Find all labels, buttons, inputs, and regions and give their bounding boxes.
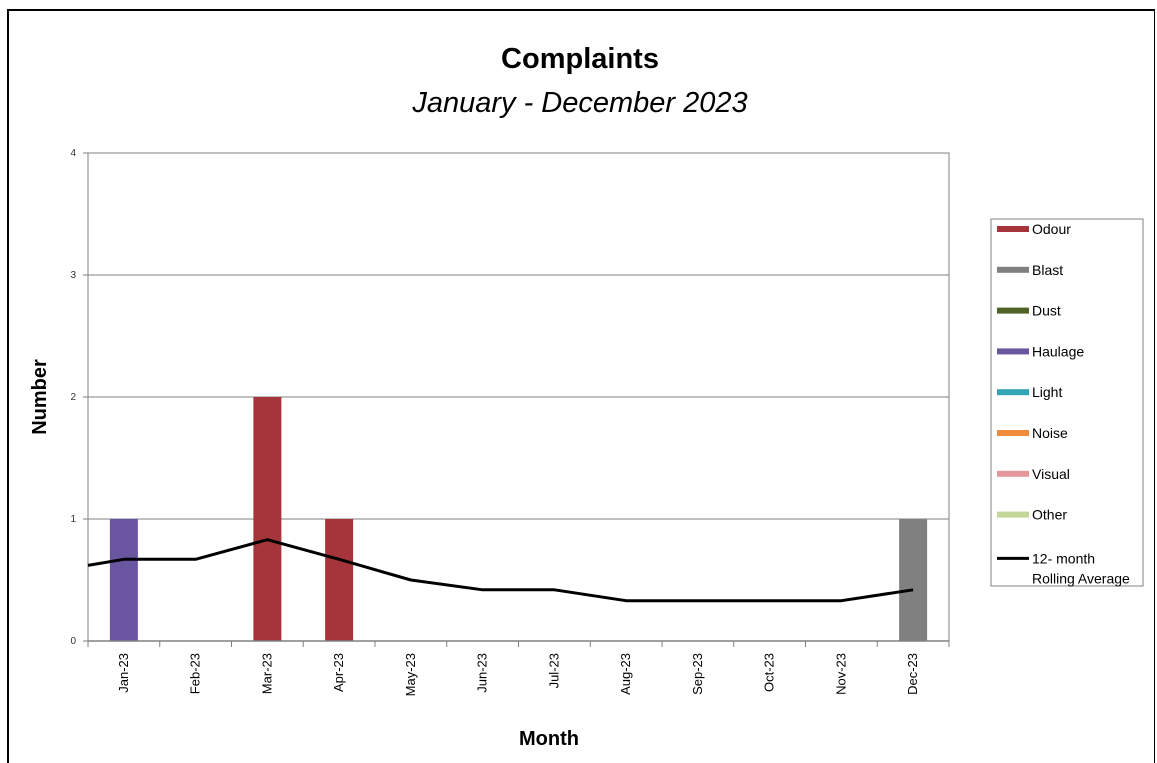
x-tick-label: Oct-23 bbox=[762, 653, 777, 692]
bar-haulage bbox=[109, 519, 138, 641]
y-tick-label: 4 bbox=[70, 148, 76, 159]
legend-label-rolling-average: 12- month bbox=[1032, 550, 1095, 566]
legend-swatch-light bbox=[997, 389, 1029, 396]
y-tick-label: 0 bbox=[70, 636, 76, 647]
x-tick-label: Feb-23 bbox=[188, 653, 203, 694]
y-tick-label: 3 bbox=[70, 270, 76, 281]
x-tick-label: Nov-23 bbox=[833, 653, 848, 695]
legend-swatch-other bbox=[997, 511, 1029, 518]
legend-box bbox=[990, 218, 1144, 587]
legend-swatch-dust bbox=[997, 307, 1029, 314]
gridlines bbox=[88, 274, 949, 520]
legend-swatch-haulage bbox=[997, 348, 1029, 355]
rolling-average-line bbox=[87, 538, 914, 603]
legend-swatch-blast bbox=[997, 266, 1029, 273]
y-axis-ticks: 0 1 2 3 4 bbox=[70, 148, 88, 647]
x-axis-title: Month bbox=[519, 728, 579, 750]
x-tick-label: Mar-23 bbox=[259, 653, 274, 694]
x-tick-label: Sep-23 bbox=[690, 653, 705, 695]
y-tick-label: 2 bbox=[70, 392, 76, 403]
bar-odour bbox=[325, 519, 354, 641]
x-tick-label: May-23 bbox=[403, 653, 418, 696]
x-tick-label: Jan-23 bbox=[116, 653, 131, 693]
legend-label-blast: Blast bbox=[1032, 262, 1063, 278]
x-tick-label: Jul-23 bbox=[546, 653, 561, 688]
y-axis-title: Number bbox=[29, 359, 51, 435]
legend-label-odour: Odour bbox=[1032, 221, 1071, 237]
legend-label-noise: Noise bbox=[1032, 425, 1068, 441]
legend-label-haulage: Haulage bbox=[1032, 343, 1084, 359]
legend-swatch-visual bbox=[997, 470, 1029, 477]
legend-label-dust: Dust bbox=[1032, 303, 1061, 319]
chart-subtitle: January - December 2023 bbox=[411, 87, 747, 119]
x-tick-label: Aug-23 bbox=[618, 653, 633, 695]
bar-blast bbox=[899, 519, 928, 641]
x-tick-label: Jun-23 bbox=[475, 653, 490, 693]
legend-label-light: Light bbox=[1032, 384, 1062, 400]
bar-odour bbox=[253, 397, 282, 641]
legend-swatch-noise bbox=[997, 430, 1029, 436]
legend-label-visual: Visual bbox=[1032, 466, 1070, 482]
legend-label-rolling-average: Rolling Average bbox=[1032, 570, 1130, 586]
chart-title: Complaints bbox=[501, 43, 659, 75]
x-tick-label: Dec-23 bbox=[905, 653, 920, 695]
bars bbox=[109, 397, 928, 641]
x-axis-ticks: Jan-23 Feb-23 Mar-23 Apr-23 May-23 Jun-23 Jul-… bbox=[87, 641, 950, 696]
y-tick-label: 1 bbox=[70, 514, 76, 525]
x-tick-label: Apr-23 bbox=[331, 653, 346, 692]
legend-label-other: Other bbox=[1032, 507, 1067, 523]
legend: Odour Blast Dust Haulage Light Noise Visual Oth… bbox=[997, 221, 1130, 586]
legend-swatch-odour bbox=[997, 226, 1029, 232]
chart-frame bbox=[7, 9, 1155, 763]
